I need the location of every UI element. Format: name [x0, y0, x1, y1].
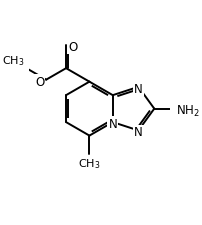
Text: NH$_2$: NH$_2$	[176, 104, 200, 119]
Text: CH$_3$: CH$_3$	[2, 54, 24, 68]
Text: O: O	[68, 41, 77, 54]
Text: N: N	[134, 126, 143, 139]
Text: O: O	[35, 75, 44, 88]
Text: CH$_3$: CH$_3$	[78, 157, 101, 171]
Text: N: N	[134, 82, 143, 95]
Text: N: N	[108, 118, 117, 130]
